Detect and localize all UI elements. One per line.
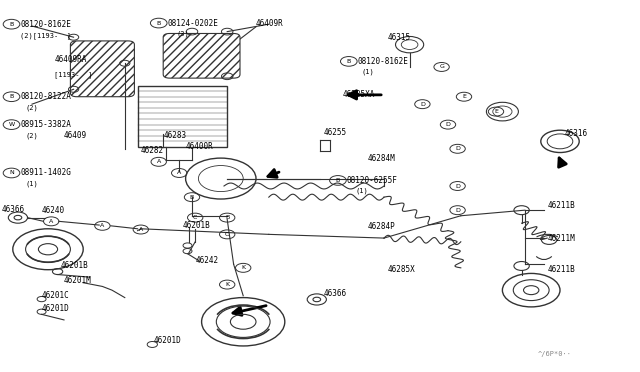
Text: 46255: 46255: [323, 128, 346, 137]
Text: 46285XA: 46285XA: [342, 90, 375, 99]
Text: K: K: [241, 265, 245, 270]
Text: E: E: [494, 109, 498, 114]
Text: G: G: [439, 64, 444, 70]
Text: A: A: [157, 159, 161, 164]
Text: 46409: 46409: [64, 131, 87, 140]
Text: 46201B: 46201B: [182, 221, 210, 230]
Text: B: B: [190, 195, 194, 200]
Text: 46409RA: 46409RA: [54, 55, 87, 64]
Text: D: D: [420, 102, 425, 107]
Text: 08915-3382A: 08915-3382A: [20, 120, 71, 129]
Text: (1): (1): [26, 181, 38, 187]
FancyBboxPatch shape: [138, 86, 227, 147]
Text: (2): (2): [26, 105, 38, 111]
Text: A: A: [139, 227, 143, 232]
Text: 46284M: 46284M: [368, 154, 396, 163]
Text: 46284P: 46284P: [368, 222, 396, 231]
Text: 46240: 46240: [42, 206, 65, 215]
Text: C: C: [225, 232, 229, 237]
Text: D: D: [455, 146, 460, 151]
Text: C: C: [193, 215, 197, 220]
Text: 08120-8122A: 08120-8122A: [20, 92, 71, 101]
FancyBboxPatch shape: [70, 41, 134, 97]
Text: 46366: 46366: [323, 289, 346, 298]
Text: N: N: [9, 170, 14, 176]
Text: 08120-8162E: 08120-8162E: [20, 20, 71, 29]
Text: 46315: 46315: [387, 33, 410, 42]
Text: E: E: [462, 94, 466, 99]
Text: A: A: [49, 219, 53, 224]
Text: 46201C: 46201C: [42, 291, 69, 300]
Text: A: A: [100, 223, 104, 228]
Text: 46201D: 46201D: [154, 336, 181, 345]
Text: 46201B: 46201B: [61, 262, 88, 270]
Text: 46366: 46366: [1, 205, 24, 214]
Text: 46211B: 46211B: [547, 201, 575, 210]
Text: (3): (3): [176, 31, 189, 38]
FancyBboxPatch shape: [163, 33, 240, 78]
Text: D: D: [455, 183, 460, 189]
Text: B: B: [157, 20, 161, 26]
Text: 08120-6255F: 08120-6255F: [347, 176, 397, 185]
Text: 46282: 46282: [141, 146, 164, 155]
Text: 46400R: 46400R: [186, 142, 213, 151]
Text: (1): (1): [362, 68, 374, 75]
Text: D: D: [455, 208, 460, 213]
Text: B: B: [336, 178, 340, 183]
Text: (1): (1): [355, 187, 368, 194]
Text: (2)[1193-  ]: (2)[1193- ]: [20, 32, 72, 39]
Text: B: B: [225, 215, 229, 220]
Text: 46316: 46316: [564, 129, 588, 138]
Text: 46409R: 46409R: [256, 19, 284, 28]
Text: D: D: [445, 122, 451, 127]
Text: (2): (2): [26, 132, 38, 139]
Text: B: B: [10, 22, 13, 27]
Text: 46201M: 46201M: [64, 276, 92, 285]
Text: 46242: 46242: [195, 256, 218, 265]
Text: 08911-1402G: 08911-1402G: [20, 169, 71, 177]
Text: A: A: [177, 170, 181, 176]
Text: K: K: [225, 282, 229, 287]
Text: W: W: [8, 122, 15, 127]
Text: B: B: [10, 94, 13, 99]
Text: 46283: 46283: [163, 131, 186, 140]
Text: 46201D: 46201D: [42, 304, 69, 313]
Text: B: B: [347, 59, 351, 64]
Text: 08120-8162E: 08120-8162E: [357, 57, 408, 66]
Text: ^/6P*0··: ^/6P*0··: [538, 351, 572, 357]
Text: 46285X: 46285X: [387, 265, 415, 274]
Text: 46211B: 46211B: [547, 265, 575, 274]
Text: 08124-0202E: 08124-0202E: [168, 19, 218, 28]
Text: [1193-  ]: [1193- ]: [54, 71, 93, 78]
Text: 46211M: 46211M: [547, 234, 575, 243]
